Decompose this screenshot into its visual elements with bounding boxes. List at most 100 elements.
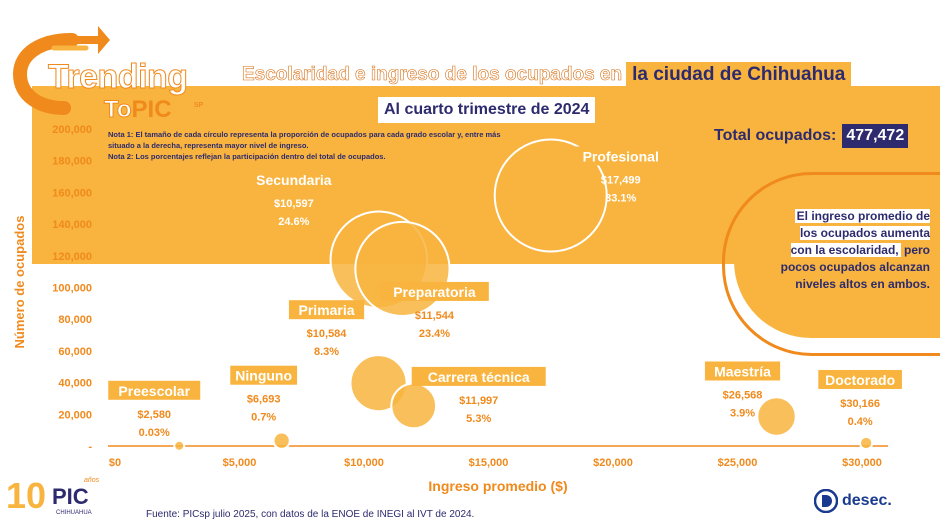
insight-ring bbox=[722, 172, 940, 356]
x-tick-label: $25,000 bbox=[718, 457, 758, 469]
x-tick-label: $10,000 bbox=[344, 457, 384, 469]
share-label: 0.03% bbox=[139, 427, 170, 439]
y-tick-label: 160,000 bbox=[52, 187, 92, 199]
x-tick-label: $5,000 bbox=[223, 457, 257, 469]
bubble bbox=[390, 382, 438, 430]
total-label: Total ocupados: bbox=[714, 127, 837, 144]
share-label: 0.4% bbox=[848, 416, 873, 428]
category-name: Primaria bbox=[299, 302, 355, 318]
bubbles bbox=[173, 138, 874, 452]
y-tick-label: - bbox=[88, 441, 92, 453]
bubble-label: Secundaria $10,597 24.6% bbox=[247, 169, 340, 228]
x-tick-label: $20,000 bbox=[593, 457, 633, 469]
y-axis-label: Número de ocupados bbox=[12, 216, 27, 349]
logo-10: 10 bbox=[6, 475, 46, 516]
bubble bbox=[173, 439, 186, 452]
bubble-label: Preparatoria $11,544 23.4% bbox=[380, 281, 489, 340]
insight-part2: pero pocos ocupados alcanzan niveles alt… bbox=[780, 243, 930, 291]
category-name: Carrera técnica bbox=[428, 369, 530, 385]
y-tick-label: 180,000 bbox=[52, 156, 92, 168]
label-bg bbox=[818, 369, 902, 389]
share-label: 5.3% bbox=[466, 413, 491, 425]
title-part2: la ciudad de Chihuahua bbox=[626, 62, 852, 88]
logo-years: años bbox=[84, 477, 100, 484]
title-part1: Escolaridad e ingreso de los ocupados en bbox=[242, 64, 623, 86]
share-label: 8.3% bbox=[314, 346, 339, 358]
label-bg bbox=[108, 380, 201, 400]
category-name: Preparatoria bbox=[393, 284, 476, 300]
source-note: Fuente: PICsp julio 2025, con datos de l… bbox=[146, 509, 475, 520]
total-value: 477,472 bbox=[842, 124, 909, 148]
y-tick-label: 120,000 bbox=[52, 251, 92, 263]
category-name: Preescolar bbox=[118, 383, 190, 399]
label-bg bbox=[704, 361, 781, 381]
brand-topic-text: ToPIC bbox=[104, 96, 172, 124]
logo-city: CHIHUAHUA bbox=[56, 510, 92, 516]
y-tick-label: 40,000 bbox=[58, 378, 92, 390]
desec-text: desec. bbox=[842, 492, 892, 509]
category-name: Secundaria bbox=[256, 172, 332, 188]
label-bg bbox=[288, 300, 365, 320]
logo-pic: PIC bbox=[52, 484, 89, 509]
desec-logo: desec. bbox=[814, 486, 892, 516]
bubble-label: Ninguno $6,693 0.7% bbox=[230, 365, 298, 424]
category-name: Doctorado bbox=[825, 372, 895, 388]
income-label: $11,544 bbox=[415, 310, 455, 322]
label-bg bbox=[247, 169, 340, 189]
y-tick-label: 20,000 bbox=[58, 409, 92, 421]
bubble bbox=[272, 431, 291, 450]
bubble-label: Maestría $26,568 3.9% bbox=[704, 361, 781, 419]
share-label: 0.7% bbox=[251, 412, 276, 424]
note-2: Nota 2: Los porcentajes reflejan la part… bbox=[108, 152, 386, 161]
income-label: $30,166 bbox=[840, 398, 880, 410]
bubble bbox=[493, 138, 608, 253]
bubble-label: Profesional $17,499 33.1% bbox=[570, 146, 671, 205]
y-axis-ticks: - 20,000 40,000 60,000 80,000 100,000 120,000 1… bbox=[52, 124, 92, 453]
x-axis-ticks: $0 $5,000 $10,000 $15,000 $20,000 $25,000 $30,… bbox=[109, 457, 882, 469]
bubble-label: Primaria $10,584 8.3% bbox=[288, 300, 365, 358]
insight-text: El ingreso promedio de los ocupados aume… bbox=[776, 208, 930, 293]
category-name: Maestría bbox=[714, 363, 771, 379]
note-1: Nota 1: El tamaño de cada círculo repres… bbox=[108, 130, 501, 150]
bubble bbox=[756, 396, 797, 437]
page-title: Escolaridad e ingreso de los ocupados en… bbox=[238, 62, 852, 88]
x-axis-label: Ingreso promedio ($) bbox=[428, 478, 567, 494]
brand-to-text: To bbox=[104, 96, 133, 124]
total-employed: Total ocupados: 477,472 bbox=[714, 124, 909, 148]
bubble-label: Doctorado $30,166 0.4% bbox=[818, 369, 902, 428]
income-label: $10,584 bbox=[307, 328, 348, 340]
label-bg bbox=[411, 366, 546, 386]
label-bg bbox=[230, 365, 298, 385]
page-subtitle: Al cuarto trimestre de 2024 bbox=[378, 97, 596, 123]
share-label: 23.4% bbox=[419, 328, 450, 340]
bubble bbox=[858, 435, 874, 451]
label-bg bbox=[380, 281, 489, 301]
brand-sp-text: SP bbox=[194, 102, 204, 109]
category-name: Ninguno bbox=[235, 368, 292, 384]
brand-trending-text: Trending bbox=[48, 58, 189, 97]
pic-10-years-logo: 10 años PIC CHIHUAHUA bbox=[6, 475, 100, 516]
x-tick-label: $0 bbox=[109, 457, 121, 469]
share-label: 24.6% bbox=[278, 216, 309, 228]
income-label: $26,568 bbox=[723, 389, 763, 401]
bubble bbox=[354, 220, 451, 318]
y-tick-label: 60,000 bbox=[58, 346, 92, 358]
share-label: 3.9% bbox=[730, 407, 755, 419]
income-label: $10,597 bbox=[274, 198, 314, 210]
x-tick-label: $30,000 bbox=[842, 457, 882, 469]
label-bg bbox=[570, 146, 671, 166]
category-name: Profesional bbox=[583, 149, 659, 165]
share-label: 33.1% bbox=[605, 193, 636, 205]
desec-icon bbox=[814, 489, 838, 513]
income-label: $2,580 bbox=[137, 409, 171, 421]
x-tick-label: $15,000 bbox=[469, 457, 509, 469]
brand-pic-text: PIC bbox=[131, 96, 172, 123]
y-tick-label: 200,000 bbox=[52, 124, 92, 136]
bubble-labels: Preescolar $2,580 0.03% Ninguno $6,693 0.7% Pr… bbox=[108, 146, 902, 439]
y-tick-label: 80,000 bbox=[58, 314, 92, 326]
income-label: $11,997 bbox=[459, 395, 498, 407]
income-label: $6,693 bbox=[247, 394, 281, 406]
chart-notes: Nota 1: El tamaño de cada círculo repres… bbox=[108, 129, 528, 162]
bubble-label: Preescolar $2,580 0.03% bbox=[108, 380, 201, 439]
